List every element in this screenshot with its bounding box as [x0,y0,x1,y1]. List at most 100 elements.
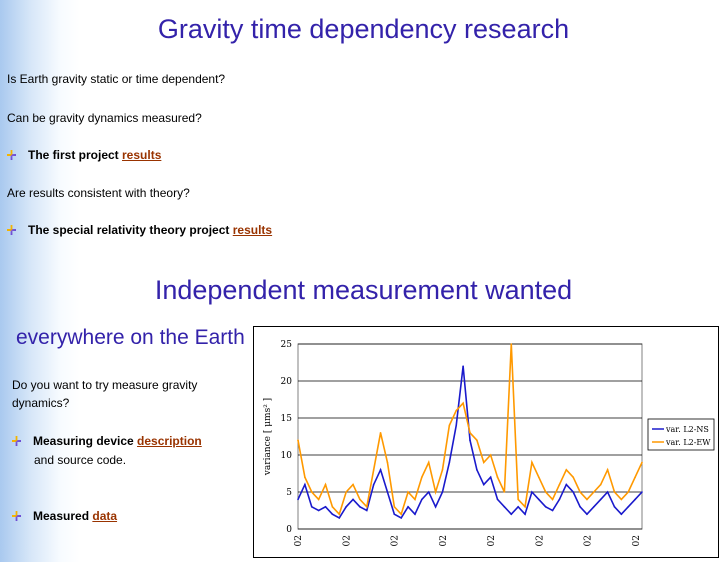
data-point [386,491,389,493]
device-suffix: and source code. [34,453,127,467]
variance-chart-svg: 0 5 10 15 20 25 variance [ μms² ] 02 02 02 02 02 02 0… [263,340,715,546]
data-point [345,506,347,508]
data-point [565,483,568,486]
data-point [586,498,588,501]
measured-label: Measured [33,509,93,523]
data-point [434,491,437,493]
data-point [510,343,513,345]
data-point [414,498,416,501]
data-point [524,506,526,508]
data-point [641,491,643,493]
data-point [324,483,327,486]
x-tick-label: 02 [342,535,352,546]
data-point [510,513,513,515]
data-point [455,424,458,427]
data-point [627,506,630,508]
relativity-results-link[interactable]: results [232,223,273,237]
data-point [393,513,396,515]
section-title: Independent measurement wanted [154,275,573,305]
data-point [359,506,361,508]
data-point [331,506,334,508]
data-point [558,498,561,501]
data-point [641,461,643,464]
question-consistent: Are results consistent with theory? [7,186,190,200]
data-point [379,469,382,471]
first-project-results-link[interactable]: results [122,148,162,162]
data-point [414,513,416,515]
data-point [572,491,574,493]
data-point [476,439,478,441]
data-point [421,476,423,478]
measured-data-link[interactable]: data [92,509,118,523]
data-point [345,491,347,493]
data-point [462,402,464,404]
data-point [593,491,595,493]
data-point [421,498,423,501]
data-point [503,506,506,508]
bullet-icon [12,511,21,521]
data-point [352,498,354,501]
data-point [441,491,444,493]
data-point [393,506,396,508]
x-tick-label: 02 [487,535,497,546]
data-point [366,509,368,512]
data-point [331,513,334,515]
data-point [606,491,609,493]
data-point [579,491,581,493]
x-tick-label: 02 [632,535,642,546]
y-tick-label: 5 [286,488,292,498]
data-point [476,469,478,471]
data-point [310,491,313,493]
data-point [586,513,588,515]
data-point [531,461,533,464]
data-point [496,498,499,501]
data-point [496,476,499,478]
legend-label: var. L2-NS [665,425,709,434]
question-measured: Can be gravity dynamics measured? [7,111,202,125]
data-point [572,476,574,478]
data-point [386,461,389,464]
device-item: Measuring device description and source … [12,432,202,470]
y-tick-label: 25 [281,340,293,350]
data-point [551,509,554,512]
x-tick-label: 02 [294,535,304,546]
x-tick-label: 02 [391,535,401,546]
data-point [366,506,368,508]
data-point [613,506,616,508]
first-project-label: The first project [28,148,123,162]
data-point [338,517,341,519]
data-point [558,483,561,486]
data-point [324,506,327,508]
invite-text: Do you want to try measure gravity dynam… [12,378,198,410]
data-point [359,498,361,501]
legend-box [647,418,715,451]
data-point [317,498,320,501]
data-point [448,424,451,427]
question-static: Is Earth gravity static or time dependen… [7,72,226,86]
data-point [427,491,430,493]
data-point [469,439,471,441]
data-point [469,432,471,434]
data-point [599,498,602,501]
data-point [620,513,623,515]
y-tick-label: 15 [281,414,293,424]
x-tick-label: 02 [584,535,594,546]
device-description-link[interactable]: description [137,434,202,448]
data-point [544,506,547,508]
data-point [620,498,623,501]
data-point [427,461,430,464]
x-tick-label: 02 [439,535,449,546]
data-point [379,432,382,434]
data-point [304,476,306,478]
data-point [482,483,485,486]
data-point [503,491,506,493]
data-point [304,483,306,486]
data-point [462,365,464,367]
data-point [606,469,609,471]
data-point [400,513,402,515]
page-title: Gravity time dependency research [157,14,570,44]
data-point [634,498,636,501]
data-point [634,476,636,478]
data-point [448,461,451,464]
data-point [538,498,540,501]
